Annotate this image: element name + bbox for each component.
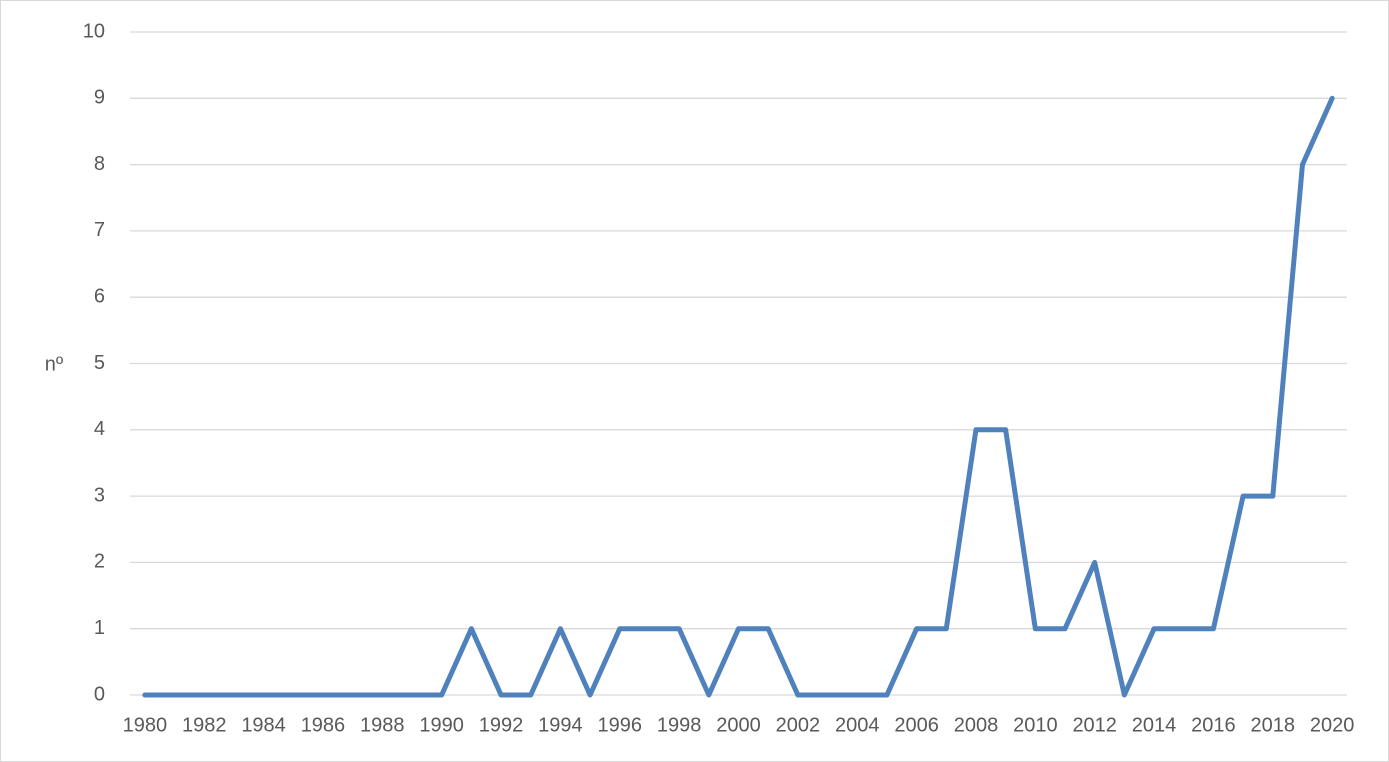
x-tick-label: 1994 — [538, 714, 583, 736]
x-tick-label: 2016 — [1191, 714, 1236, 736]
line-series — [142, 95, 1335, 698]
y-tick-label: 9 — [94, 87, 105, 109]
x-tick-label: 2000 — [716, 714, 761, 736]
y-tick-label: 10 — [83, 20, 105, 42]
x-tick-label: 2004 — [835, 714, 880, 736]
x-tick-label: 1998 — [657, 714, 702, 736]
x-tick-label: 2014 — [1132, 714, 1177, 736]
y-tick-label: 0 — [94, 683, 105, 705]
y-tick-label: 8 — [94, 153, 105, 175]
x-tick-label: 1990 — [419, 714, 464, 736]
y-tick-label: 1 — [94, 617, 105, 639]
x-tick-label: 2010 — [1013, 714, 1058, 736]
y-tick-label: 4 — [94, 418, 105, 440]
x-tick-label: 2008 — [954, 714, 999, 736]
x-tick-label: 1980 — [123, 714, 168, 736]
x-tick-label: 1992 — [479, 714, 524, 736]
y-tick-label: 2 — [94, 551, 105, 573]
x-tick-label: 2002 — [776, 714, 821, 736]
x-tick-label: 1982 — [182, 714, 227, 736]
x-tick-label: 2018 — [1251, 714, 1296, 736]
y-tick-label: 3 — [94, 484, 105, 506]
y-tick-label: 5 — [94, 352, 105, 374]
y-tick-label: 6 — [94, 285, 105, 307]
x-tick-label: 1988 — [360, 714, 405, 736]
y-axis-label: nº — [45, 353, 64, 375]
x-tick-label: 2006 — [894, 714, 939, 736]
x-tick-label: 1996 — [598, 714, 643, 736]
x-tick-label: 1986 — [301, 714, 346, 736]
x-tick-label: 1984 — [241, 714, 286, 736]
y-tick-label: 7 — [94, 219, 105, 241]
x-tick-label: 2012 — [1072, 714, 1117, 736]
x-tick-label: 2020 — [1310, 714, 1355, 736]
